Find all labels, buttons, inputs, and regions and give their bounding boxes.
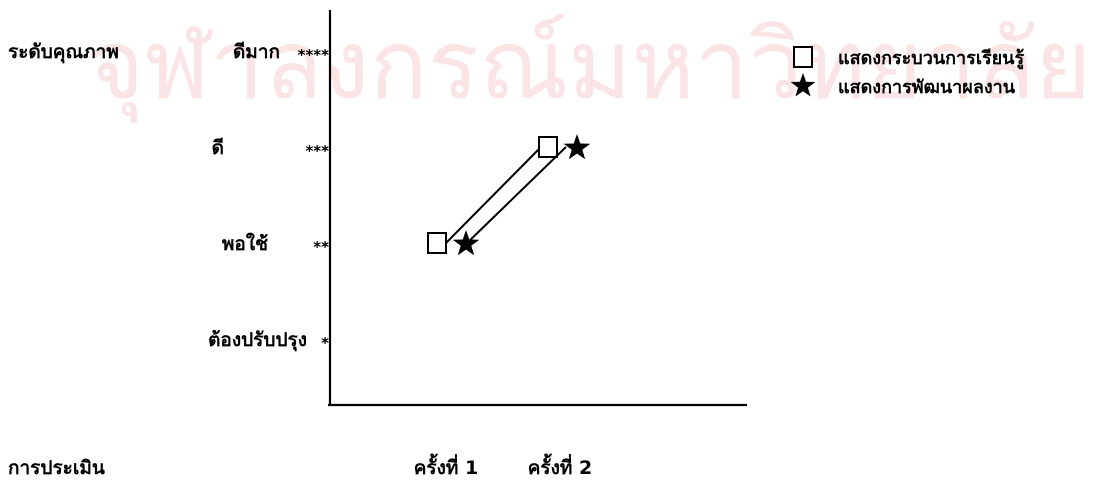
legend-label: แสดงกระบวนการเรียนรู้ — [838, 48, 1024, 70]
y-level-labels: ต้องปรับปรุง * พอใช้ ** ดี *** ดีมาก **** — [208, 41, 329, 352]
x-tick-label: ครั้งที่ 2 — [528, 453, 593, 479]
series-line — [464, 146, 567, 246]
y-level-stars: **** — [298, 46, 330, 64]
data-point-star — [452, 230, 480, 256]
legend: แสดงกระบวนการเรียนรู้แสดงการพัฒนาผลงาน — [790, 46, 1024, 98]
y-level-label: ดีมาก — [233, 41, 280, 63]
y-level-label: ต้องปรับปรุง — [208, 329, 307, 352]
legend-label: แสดงการพัฒนาผลงาน — [838, 77, 1016, 98]
legend-square-marker — [793, 46, 813, 68]
legend-star-marker — [790, 73, 816, 97]
y-level-stars: *** — [305, 142, 329, 160]
y-level-label: พอใช้ — [222, 232, 268, 255]
y-level-stars: * — [321, 334, 329, 352]
series-group — [427, 134, 591, 256]
y-level-stars: ** — [313, 238, 329, 256]
x-tick-labels: ครั้งที่ 1 ครั้งที่ 2 — [414, 453, 593, 479]
y-level-label: ดี — [212, 137, 224, 159]
x-tick-label: ครั้งที่ 1 — [414, 453, 479, 479]
data-point-square — [538, 136, 558, 158]
data-point-star — [563, 134, 591, 160]
watermark: จุฬาลงกรณ์มหาวิทยาลัย — [88, 9, 1091, 124]
data-point-square — [427, 232, 447, 254]
x-axis-title: การประเมิน — [8, 457, 105, 479]
series-line — [445, 146, 542, 244]
chart-axes — [328, 10, 747, 407]
y-axis-title: ระดับคุณภาพ — [8, 41, 119, 64]
